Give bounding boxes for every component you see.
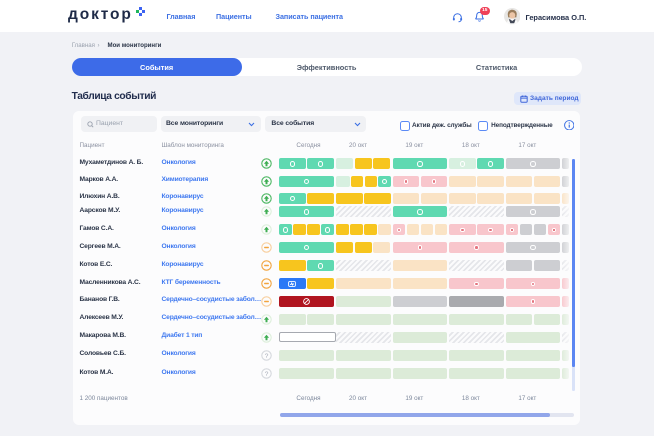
svg-text:?: ? — [264, 371, 268, 378]
svg-text:?: ? — [264, 352, 268, 359]
